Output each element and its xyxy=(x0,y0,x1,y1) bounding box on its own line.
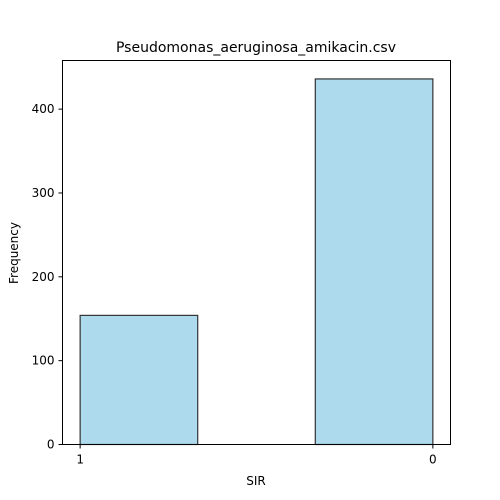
y-axis-ticks: 0 100 200 300 400 xyxy=(32,102,63,452)
y-tick-label: 100 xyxy=(32,354,55,368)
y-axis-label: Frequency xyxy=(7,222,21,284)
y-tick-label: 200 xyxy=(32,270,55,284)
bar-0 xyxy=(314,78,434,446)
y-tick-label: 0 xyxy=(47,438,55,452)
y-tick-label: 300 xyxy=(32,186,55,200)
x-tick-label: 0 xyxy=(429,453,437,467)
chart-title: Pseudomonas_aeruginosa_amikacin.csv xyxy=(116,40,396,56)
x-tick-label: 1 xyxy=(76,453,84,467)
plot-frame xyxy=(62,60,451,445)
bars-group xyxy=(79,78,434,446)
y-tick-label: 400 xyxy=(32,102,55,116)
bar-1 xyxy=(79,314,199,446)
x-axis-label: SIR xyxy=(246,474,266,488)
